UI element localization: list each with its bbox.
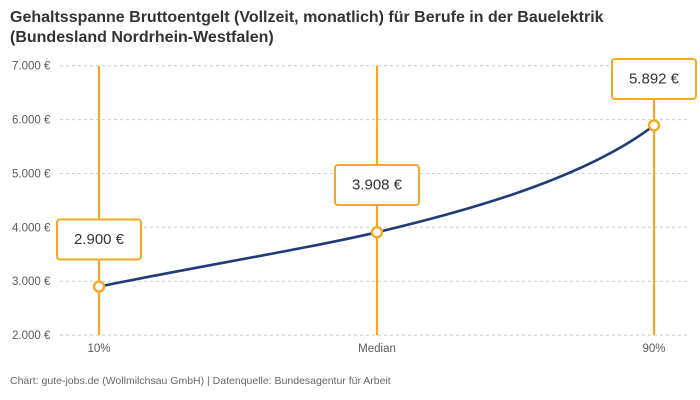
svg-text:Median: Median	[358, 343, 396, 355]
svg-text:90%: 90%	[642, 343, 665, 355]
svg-text:2.900 €: 2.900 €	[74, 231, 125, 248]
svg-text:5.892 €: 5.892 €	[629, 71, 680, 88]
svg-text:4.000 €: 4.000 €	[12, 222, 51, 234]
svg-text:3.000 €: 3.000 €	[12, 276, 51, 288]
svg-text:7.000 €: 7.000 €	[12, 61, 51, 73]
svg-text:5.000 €: 5.000 €	[12, 169, 51, 181]
svg-text:3.908 €: 3.908 €	[352, 177, 403, 194]
svg-text:10%: 10%	[87, 343, 110, 355]
svg-text:6.000 €: 6.000 €	[12, 115, 51, 127]
svg-text:2.000 €: 2.000 €	[12, 330, 51, 342]
